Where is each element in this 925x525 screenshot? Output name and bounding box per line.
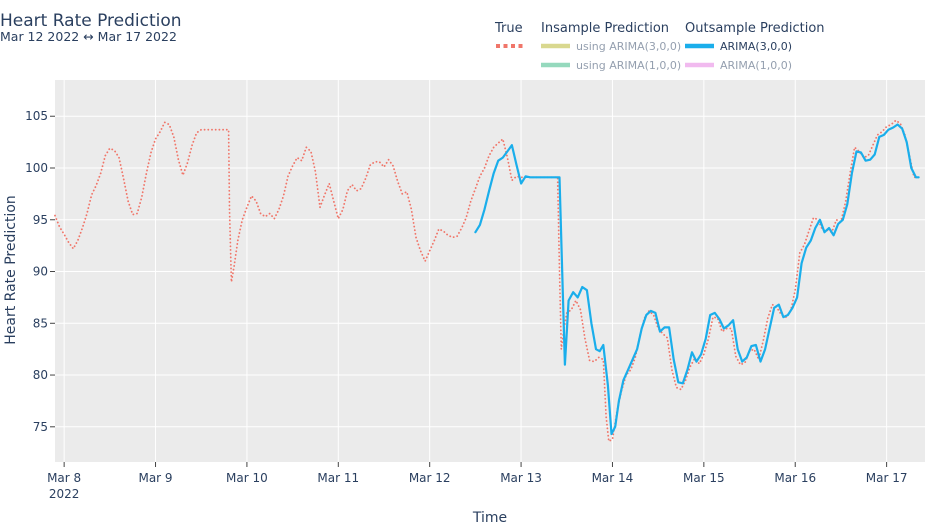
y-tick-label: 100 xyxy=(25,161,48,175)
series-line-arima-3-0-0 xyxy=(474,123,920,436)
x-tick-label: Mar 17 xyxy=(866,471,908,485)
x-tick-label: Mar 10 xyxy=(226,471,268,485)
y-axis: 75 80 85 90 95 100 105 xyxy=(25,109,55,434)
y-tick-label: 95 xyxy=(33,213,48,227)
plot-area xyxy=(55,80,925,462)
x-tick-label: Mar 16 xyxy=(774,471,816,485)
x-axis-title: Time xyxy=(472,510,507,525)
y-tick-label: 105 xyxy=(25,109,48,123)
x-axis: Mar 8 2022 Mar 9 Mar 10 Mar 11 Mar 12 Mar 13 Ma… xyxy=(47,462,907,501)
legend-group-title: Insample Prediction xyxy=(541,21,669,36)
x-tick-label: Mar 15 xyxy=(683,471,725,485)
x-tick-sublabel: 2022 xyxy=(49,487,80,501)
legend-group-title: Outsample Prediction xyxy=(685,21,825,36)
x-tick-label: Mar 13 xyxy=(500,471,542,485)
legend[interactable]: True Insample Prediction using ARIMA(3,0,0… xyxy=(494,21,825,72)
series-layer xyxy=(54,119,920,443)
y-axis-title: Heart Rate Prediction xyxy=(3,195,19,345)
y-tick-label: 90 xyxy=(33,265,48,279)
gridlines xyxy=(55,80,925,462)
x-tick-label: Mar 14 xyxy=(592,471,634,485)
y-tick-label: 75 xyxy=(33,420,48,434)
legend-item-label: ARIMA(1,0,0) xyxy=(720,59,792,72)
legend-item-label: ARIMA(3,0,0) xyxy=(720,40,792,53)
legend-group-title: True xyxy=(494,21,523,36)
chart-title: Heart Rate Prediction xyxy=(0,11,182,31)
x-tick-label: Mar 8 xyxy=(47,471,81,485)
x-tick-label: Mar 12 xyxy=(409,471,451,485)
y-tick-label: 85 xyxy=(33,316,48,330)
legend-item-label: using ARIMA(3,0,0) xyxy=(576,40,681,53)
x-tick-label: Mar 11 xyxy=(317,471,359,485)
chart-subtitle: Mar 12 2022 ↔ Mar 17 2022 xyxy=(0,29,177,44)
y-tick-label: 80 xyxy=(33,368,48,382)
x-tick-label: Mar 9 xyxy=(138,471,172,485)
legend-item-label: using ARIMA(1,0,0) xyxy=(576,59,681,72)
